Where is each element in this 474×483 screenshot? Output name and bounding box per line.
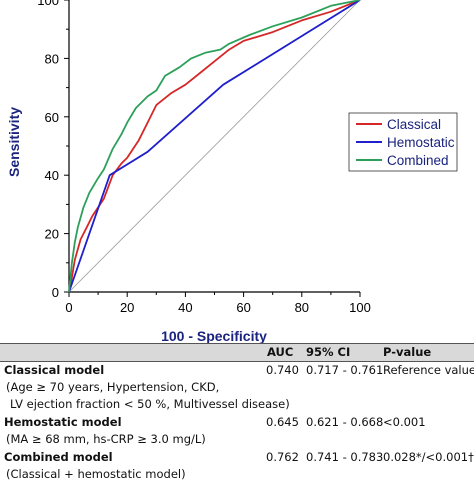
legend-label-classical: Classical [387, 117, 441, 132]
reference-diagonal-line [68, 0, 361, 293]
row-combined-label: Combined model [4, 450, 113, 464]
row-combined-note: (Classical + hemostatic model) [6, 467, 186, 481]
row-classical-p: Reference value [383, 363, 474, 377]
y-tick-label: 0 [52, 285, 59, 300]
header-ci: 95% CI [306, 345, 351, 359]
table-header-row: AUC 95% CI P-value [0, 343, 474, 362]
row-combined-p: 0.028*/<0.001† [383, 450, 474, 464]
legend-label-combined: Combined [387, 153, 449, 168]
row-hemostatic-auc: 0.645 [266, 415, 299, 429]
row-classical-note-1: (Age ≥ 70 years, Hypertension, CKD, [6, 380, 220, 394]
x-tick-label: 20 [120, 300, 134, 315]
x-tick-label: 40 [178, 300, 192, 315]
row-classical-note-2: LV ejection fraction < 50 %, Multivessel… [10, 397, 290, 411]
y-axis-label: Sensitivity [6, 107, 22, 177]
row-combined-ci: 0.741 - 0.783 [306, 450, 384, 464]
x-tick-label: 60 [236, 300, 250, 315]
x-tick-label: 100 [349, 300, 371, 315]
row-hemostatic-note: (MA ≥ 68 mm, hs-CRP ≥ 3.0 mg/L) [6, 432, 206, 446]
row-classical-auc: 0.740 [266, 363, 299, 377]
auc-table: AUC 95% CI P-value Classical model 0.740… [0, 343, 474, 481]
row-combined-auc: 0.762 [266, 450, 299, 464]
x-tick-label: 0 [65, 300, 72, 315]
y-tick-label: 100 [37, 0, 59, 8]
plot-area: 0 20 40 60 80 100 0 20 40 60 80 100 [37, 0, 371, 315]
series-line-classical [68, 0, 361, 293]
x-tick-label: 80 [295, 300, 309, 315]
y-tick-label: 80 [45, 51, 59, 66]
row-classical-label: Classical model [4, 363, 105, 377]
series-line-combined [68, 0, 361, 293]
header-auc: AUC [267, 345, 294, 359]
series-line-hemostatic [68, 0, 361, 293]
row-hemostatic-p: <0.001 [383, 415, 426, 429]
y-tick-label: 60 [45, 110, 59, 125]
legend-label-hemostatic: Hemostatic [387, 135, 455, 150]
row-hemostatic-label: Hemostatic model [4, 415, 122, 429]
roc-chart: 0 20 40 60 80 100 0 20 40 60 80 100 Sensitivity 100… [6, 0, 458, 343]
y-tick-label: 20 [45, 227, 59, 242]
x-axis-label: 100 - Specificity [161, 328, 267, 343]
legend: Classical Hemostatic Combined [348, 112, 458, 172]
row-hemostatic-ci: 0.621 - 0.668 [306, 415, 384, 429]
y-tick-label: 40 [45, 168, 59, 183]
row-classical-ci: 0.717 - 0.761 [306, 363, 384, 377]
header-pvalue: P-value [383, 345, 432, 359]
